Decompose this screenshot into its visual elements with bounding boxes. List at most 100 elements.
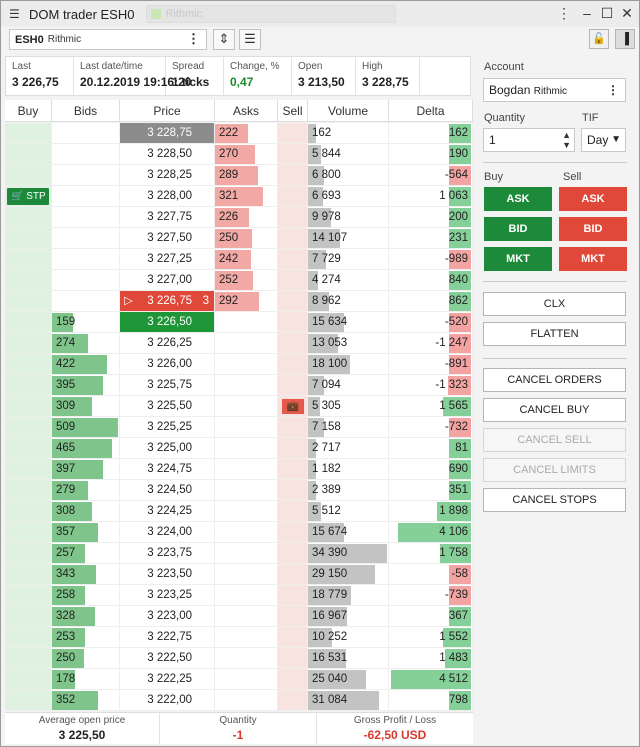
sell-cell[interactable]	[278, 648, 308, 669]
tif-select[interactable]: Day ▼	[581, 128, 626, 152]
ask-cell[interactable]: 321	[215, 186, 278, 207]
bid-cell[interactable]: 509	[52, 417, 120, 438]
sell-cell[interactable]	[278, 564, 308, 585]
bid-cell[interactable]: 279	[52, 480, 120, 501]
ask-cell[interactable]	[215, 627, 278, 648]
ask-cell[interactable]	[215, 375, 278, 396]
price-cell[interactable]: 3 223,75	[120, 543, 215, 564]
ask-cell[interactable]	[215, 543, 278, 564]
buy-cell[interactable]	[5, 144, 52, 165]
sell-cell[interactable]	[278, 228, 308, 249]
sell-cell[interactable]	[278, 669, 308, 690]
ask-cell[interactable]: 270	[215, 144, 278, 165]
buy-cell[interactable]	[5, 291, 52, 312]
ask-cell[interactable]	[215, 417, 278, 438]
ask-cell[interactable]: 242	[215, 249, 278, 270]
sell-cell[interactable]	[278, 186, 308, 207]
bid-cell[interactable]	[52, 144, 120, 165]
col-header-price[interactable]: Price	[120, 100, 215, 122]
lock-button[interactable]: 🔓	[589, 29, 609, 49]
ask-cell[interactable]: 250	[215, 228, 278, 249]
price-cell[interactable]: 3 224,00	[120, 522, 215, 543]
ask-cell[interactable]: 222	[215, 123, 278, 144]
ask-cell[interactable]	[215, 354, 278, 375]
sell-cell[interactable]	[278, 291, 308, 312]
cancel-buy-button[interactable]: CANCEL BUY	[483, 398, 626, 422]
cancel-stops-button[interactable]: CANCEL STOPS	[483, 488, 626, 512]
price-cell[interactable]: 3 228,00	[120, 186, 215, 207]
sell-cell[interactable]	[278, 165, 308, 186]
stepper-arrows-icon[interactable]: ▲ ▼	[562, 130, 571, 150]
price-cell[interactable]: 3 227,50	[120, 228, 215, 249]
cancel-sell-button[interactable]: CANCEL SELL	[483, 428, 626, 452]
price-cell[interactable]: 3 227,00	[120, 270, 215, 291]
maximize-icon[interactable]: ☐	[600, 5, 614, 21]
buy-cell[interactable]	[5, 165, 52, 186]
bid-cell[interactable]: 309	[52, 396, 120, 417]
bid-cell[interactable]: 253	[52, 627, 120, 648]
price-cell[interactable]: 3 228,75	[120, 123, 215, 144]
bid-cell[interactable]: 395	[52, 375, 120, 396]
sell-cell[interactable]	[278, 144, 308, 165]
buy-ask-button[interactable]: ASK	[484, 187, 552, 211]
price-cell[interactable]: 3 224,75	[120, 459, 215, 480]
bid-cell[interactable]: 258	[52, 585, 120, 606]
buy-cell[interactable]	[5, 522, 52, 543]
buy-cell[interactable]	[5, 333, 52, 354]
bid-cell[interactable]	[52, 165, 120, 186]
ask-cell[interactable]: 289	[215, 165, 278, 186]
buy-cell[interactable]	[5, 480, 52, 501]
bid-cell[interactable]: 397	[52, 459, 120, 480]
bid-cell[interactable]: 250	[52, 648, 120, 669]
bid-cell[interactable]: 352	[52, 690, 120, 711]
stop-order-marker[interactable]: 🛒 STP	[7, 188, 49, 205]
ask-cell[interactable]	[215, 396, 278, 417]
price-cell[interactable]: 3 226,00	[120, 354, 215, 375]
buy-cell[interactable]	[5, 606, 52, 627]
sell-cell[interactable]	[278, 438, 308, 459]
sell-cell[interactable]	[278, 690, 308, 711]
buy-cell[interactable]	[5, 648, 52, 669]
price-cell[interactable]: 3 226,50	[120, 312, 215, 333]
buy-cell[interactable]	[5, 207, 52, 228]
buy-cell[interactable]	[5, 564, 52, 585]
price-cell[interactable]: 3 228,25	[120, 165, 215, 186]
ask-cell[interactable]	[215, 690, 278, 711]
sell-cell[interactable]	[278, 627, 308, 648]
buy-cell[interactable]	[5, 396, 52, 417]
bid-cell[interactable]: 159	[52, 312, 120, 333]
col-header-volume[interactable]: Volume	[308, 100, 389, 122]
bid-cell[interactable]	[52, 207, 120, 228]
sell-cell[interactable]	[278, 606, 308, 627]
bid-cell[interactable]	[52, 291, 120, 312]
bid-cell[interactable]: 308	[52, 501, 120, 522]
price-cell[interactable]: 3 222,75	[120, 627, 215, 648]
bid-cell[interactable]: 328	[52, 606, 120, 627]
price-cell[interactable]: 3 225,50	[120, 396, 215, 417]
buy-cell[interactable]	[5, 249, 52, 270]
instrument-menu-icon[interactable]: ⋮	[187, 31, 200, 46]
sell-bid-button[interactable]: BID	[559, 217, 627, 241]
ask-cell[interactable]: 252	[215, 270, 278, 291]
price-cell[interactable]: ▷ 3 226,75 3	[120, 291, 215, 312]
col-header-buy[interactable]: Buy	[5, 100, 52, 122]
ask-cell[interactable]	[215, 606, 278, 627]
quantity-stepper[interactable]: 1 ▲ ▼	[483, 128, 575, 152]
close-icon[interactable]: ✕	[621, 5, 633, 21]
ask-cell[interactable]	[215, 480, 278, 501]
ask-cell[interactable]: 292	[215, 291, 278, 312]
buy-cell[interactable]	[5, 543, 52, 564]
price-cell[interactable]: 3 227,25	[120, 249, 215, 270]
sell-cell[interactable]	[278, 333, 308, 354]
sell-cell[interactable]	[278, 207, 308, 228]
account-selector[interactable]: Bogdan Rithmic ⋮	[483, 78, 626, 102]
panel-toggle-button[interactable]: ▐	[615, 29, 635, 49]
bid-cell[interactable]	[52, 270, 120, 291]
price-cell[interactable]: 3 226,25	[120, 333, 215, 354]
sell-cell[interactable]	[278, 480, 308, 501]
sell-cell[interactable]	[278, 522, 308, 543]
col-header-sell[interactable]: Sell	[278, 100, 308, 122]
flatten-button[interactable]: FLATTEN	[483, 322, 626, 346]
ask-cell[interactable]	[215, 669, 278, 690]
buy-cell[interactable]	[5, 690, 52, 711]
